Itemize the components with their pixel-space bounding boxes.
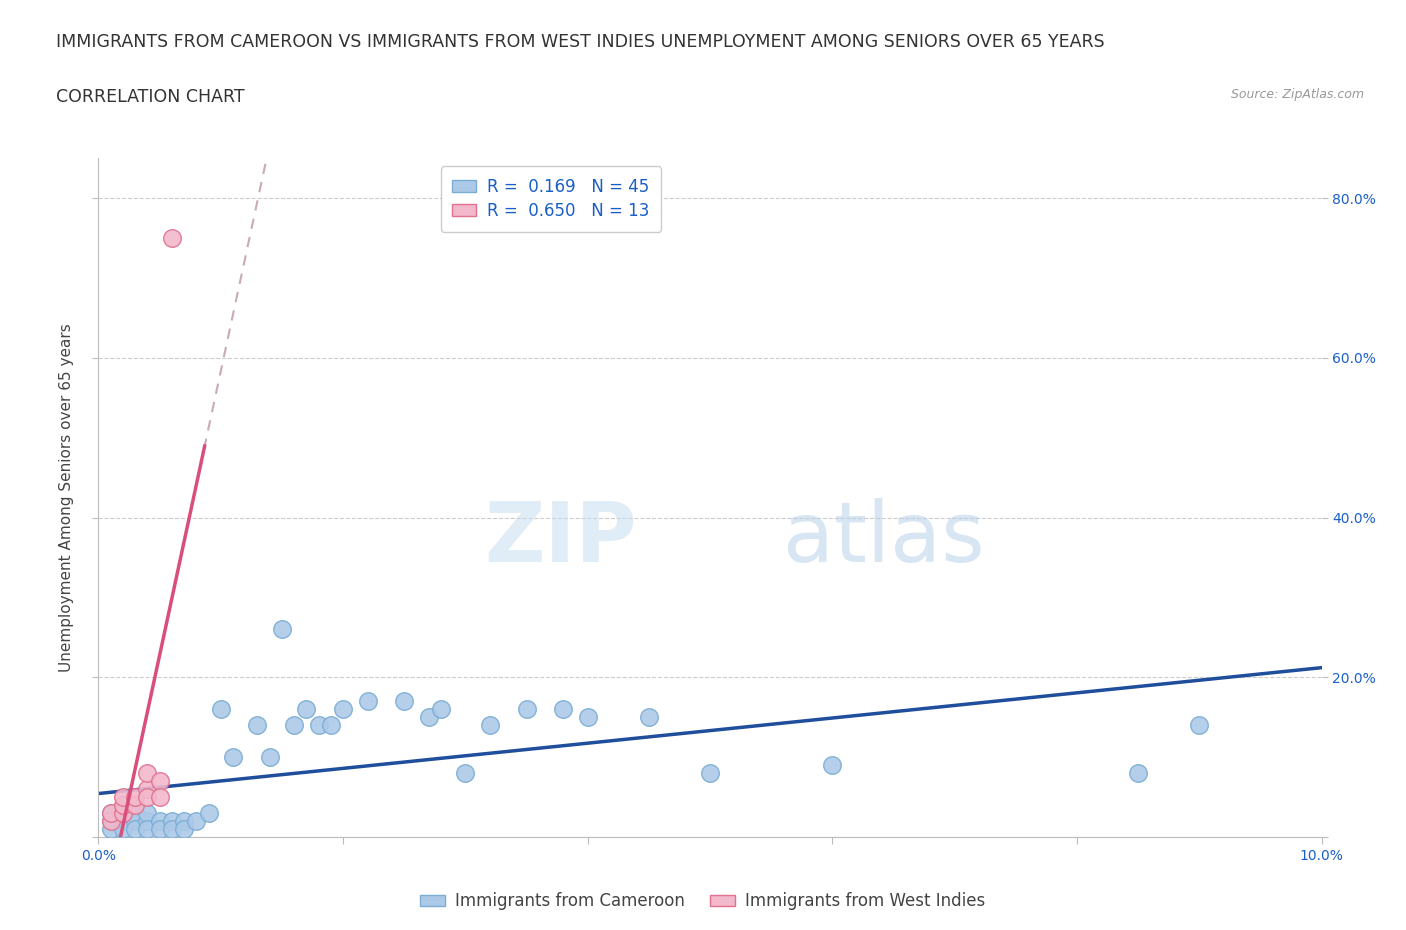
- Point: [149, 790, 172, 804]
- Point: [516, 702, 538, 717]
- Point: [124, 814, 146, 829]
- Point: [576, 710, 599, 724]
- Point: [173, 821, 195, 836]
- Point: [111, 798, 134, 813]
- Text: Source: ZipAtlas.com: Source: ZipAtlas.com: [1230, 88, 1364, 101]
- Point: [136, 814, 159, 829]
- Point: [332, 702, 354, 717]
- Point: [173, 814, 195, 829]
- Point: [430, 702, 453, 717]
- Legend: R =  0.169   N = 45, R =  0.650   N = 13: R = 0.169 N = 45, R = 0.650 N = 13: [440, 166, 661, 232]
- Point: [136, 790, 159, 804]
- Point: [319, 718, 342, 733]
- Point: [149, 814, 172, 829]
- Text: atlas: atlas: [783, 498, 986, 578]
- Point: [160, 814, 183, 829]
- Point: [100, 814, 122, 829]
- Point: [160, 231, 183, 246]
- Point: [160, 821, 183, 836]
- Point: [111, 814, 134, 829]
- Point: [454, 765, 477, 780]
- Point: [100, 814, 122, 829]
- Y-axis label: Unemployment Among Seniors over 65 years: Unemployment Among Seniors over 65 years: [59, 324, 75, 671]
- Point: [111, 814, 134, 829]
- Point: [124, 805, 146, 820]
- Point: [392, 694, 416, 709]
- Point: [111, 821, 134, 836]
- Point: [295, 702, 318, 717]
- Point: [136, 821, 159, 836]
- Point: [149, 774, 172, 789]
- Legend: Immigrants from Cameroon, Immigrants from West Indies: Immigrants from Cameroon, Immigrants fro…: [413, 885, 993, 917]
- Point: [124, 790, 146, 804]
- Point: [821, 758, 844, 773]
- Point: [356, 694, 378, 709]
- Text: IMMIGRANTS FROM CAMEROON VS IMMIGRANTS FROM WEST INDIES UNEMPLOYMENT AMONG SENIO: IMMIGRANTS FROM CAMEROON VS IMMIGRANTS F…: [56, 33, 1105, 50]
- Point: [209, 702, 232, 717]
- Point: [197, 805, 219, 820]
- Point: [222, 750, 245, 764]
- Point: [1188, 718, 1211, 733]
- Text: CORRELATION CHART: CORRELATION CHART: [56, 88, 245, 106]
- Point: [100, 821, 122, 836]
- Point: [111, 805, 134, 820]
- Point: [478, 718, 501, 733]
- Point: [270, 622, 292, 637]
- Point: [418, 710, 440, 724]
- Point: [100, 805, 122, 820]
- Point: [259, 750, 281, 764]
- Point: [699, 765, 721, 780]
- Point: [149, 821, 172, 836]
- Text: ZIP: ZIP: [484, 498, 637, 578]
- Point: [136, 805, 159, 820]
- Point: [100, 805, 122, 820]
- Point: [283, 718, 305, 733]
- Point: [186, 814, 208, 829]
- Point: [553, 702, 575, 717]
- Point: [637, 710, 661, 724]
- Point: [124, 798, 146, 813]
- Point: [136, 781, 159, 796]
- Point: [111, 805, 134, 820]
- Point: [136, 765, 159, 780]
- Point: [308, 718, 330, 733]
- Point: [124, 821, 146, 836]
- Point: [111, 790, 134, 804]
- Point: [246, 718, 269, 733]
- Point: [1128, 765, 1150, 780]
